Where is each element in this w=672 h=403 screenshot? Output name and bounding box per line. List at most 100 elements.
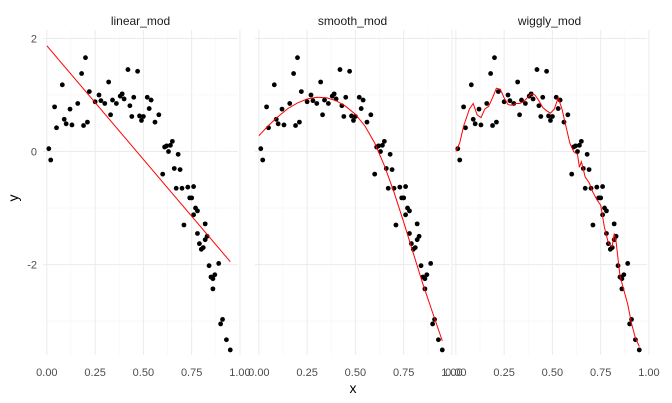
data-point xyxy=(189,195,195,201)
data-point xyxy=(52,104,57,110)
data-point xyxy=(121,96,127,102)
data-point xyxy=(273,116,279,122)
data-point xyxy=(79,71,85,76)
x-tick-label: 0.75 xyxy=(590,367,611,379)
data-point xyxy=(46,146,52,152)
data-point xyxy=(436,337,441,343)
data-point xyxy=(331,91,337,97)
data-point xyxy=(609,245,615,251)
data-point xyxy=(279,106,285,112)
data-point xyxy=(264,104,269,110)
data-point xyxy=(83,55,88,61)
data-point xyxy=(160,171,166,177)
data-point xyxy=(555,106,561,111)
data-point xyxy=(389,167,395,173)
data-point xyxy=(140,114,146,119)
data-point xyxy=(478,122,484,128)
data-point xyxy=(636,347,642,353)
data-point xyxy=(380,142,385,148)
data-point xyxy=(463,125,468,131)
y-axis: -2 0 2 xyxy=(27,33,37,271)
data-point xyxy=(494,119,499,125)
data-point xyxy=(484,101,490,106)
x-tick-label: 1.00 xyxy=(229,367,250,379)
data-point xyxy=(534,67,540,72)
x-tick-label: 0.25 xyxy=(493,367,514,379)
data-point xyxy=(495,89,501,95)
data-point xyxy=(320,112,325,118)
data-point xyxy=(577,142,582,148)
data-point xyxy=(218,321,224,327)
data-point xyxy=(129,114,135,119)
data-point xyxy=(191,184,196,189)
data-point xyxy=(351,118,356,123)
data-point xyxy=(164,143,169,149)
data-point xyxy=(584,151,590,157)
data-point xyxy=(61,116,67,122)
data-point xyxy=(412,245,418,251)
data-point xyxy=(195,231,200,236)
data-point xyxy=(337,67,343,72)
data-point xyxy=(615,263,621,269)
data-point xyxy=(515,79,521,85)
data-point xyxy=(185,184,191,190)
data-point xyxy=(546,113,551,119)
data-point xyxy=(470,116,476,122)
data-point xyxy=(600,184,605,189)
panel-title: smooth_mod xyxy=(318,14,387,28)
data-point xyxy=(407,231,412,236)
x-tick-label: 0.00 xyxy=(248,367,269,379)
data-point xyxy=(113,101,119,106)
data-point xyxy=(598,195,604,201)
data-point xyxy=(168,142,173,148)
data-point xyxy=(166,149,171,154)
data-point xyxy=(530,96,536,102)
data-point xyxy=(63,121,69,127)
data-point xyxy=(590,222,596,228)
data-point xyxy=(54,125,59,131)
fit-line xyxy=(46,45,231,263)
data-point xyxy=(322,97,327,103)
data-point xyxy=(295,55,300,61)
data-point xyxy=(604,208,609,214)
data-point xyxy=(271,82,277,88)
data-point xyxy=(517,112,522,118)
data-point xyxy=(594,184,600,190)
data-point xyxy=(156,112,162,118)
data-point xyxy=(430,321,436,327)
data-point xyxy=(424,272,430,278)
data-point xyxy=(325,101,331,106)
data-point xyxy=(152,119,158,125)
data-point xyxy=(86,89,92,95)
data-point xyxy=(385,185,391,191)
data-point xyxy=(110,97,115,103)
data-point xyxy=(364,119,370,125)
data-point xyxy=(212,272,218,278)
x-tick-label: 1.00 xyxy=(441,367,462,379)
x-tick-label: 0.50 xyxy=(133,367,154,379)
data-point xyxy=(582,185,588,191)
data-point xyxy=(293,123,298,128)
data-point xyxy=(85,119,90,125)
data-point xyxy=(281,122,287,128)
data-point xyxy=(227,347,233,353)
data-point xyxy=(544,68,550,74)
data-point xyxy=(67,106,73,112)
data-point xyxy=(418,263,424,269)
data-point xyxy=(216,261,222,266)
data-point xyxy=(358,106,364,111)
data-point xyxy=(403,184,408,189)
data-point xyxy=(407,208,412,214)
data-point xyxy=(169,138,175,144)
data-point xyxy=(297,119,302,125)
data-point xyxy=(102,101,108,106)
data-point xyxy=(360,97,366,103)
data-point xyxy=(127,103,133,109)
x-tick-label: 0.50 xyxy=(542,367,563,379)
data-point xyxy=(137,113,142,119)
data-point xyxy=(428,261,434,266)
data-point xyxy=(291,71,297,76)
data-point xyxy=(298,89,304,95)
data-point xyxy=(416,233,422,239)
